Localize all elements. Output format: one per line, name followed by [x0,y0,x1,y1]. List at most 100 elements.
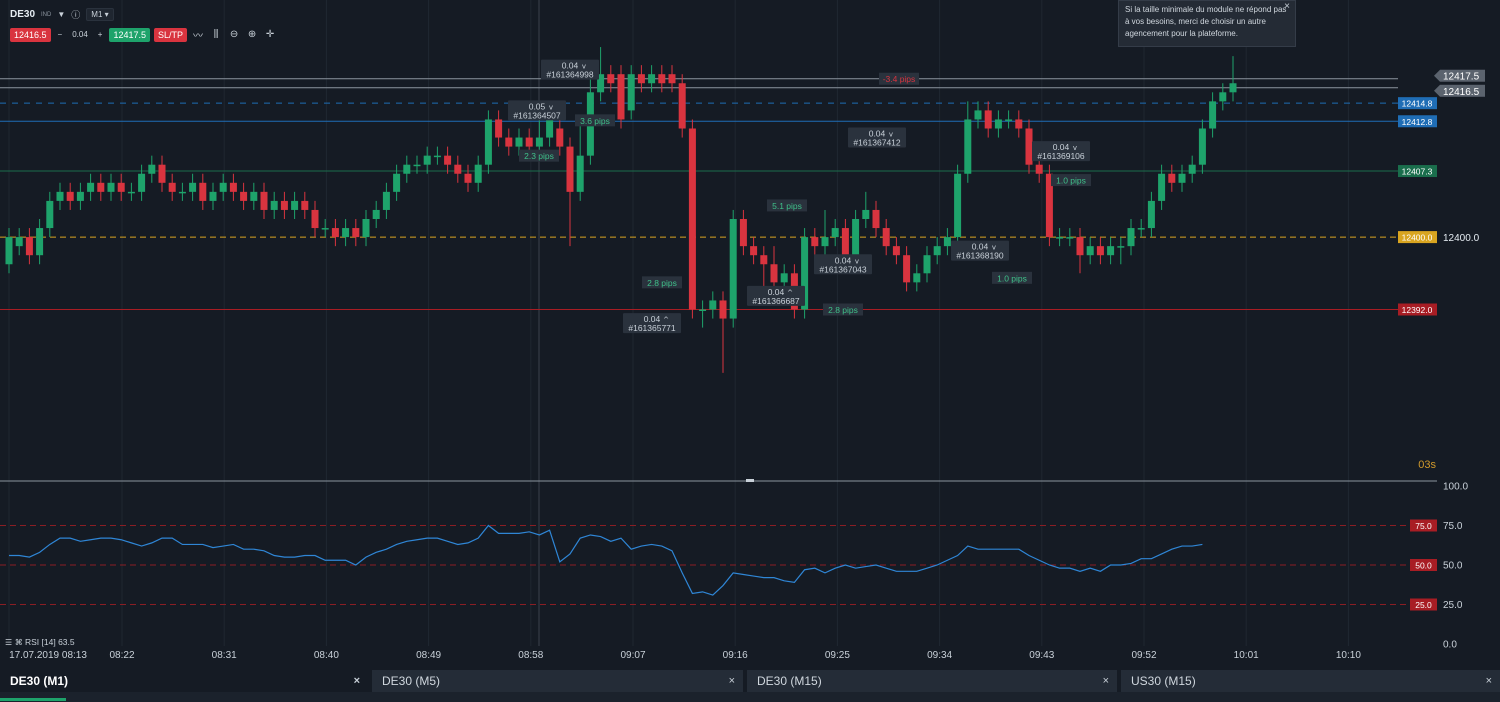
candle-body [240,191,248,201]
candle-body [699,309,707,311]
candle-body [719,300,727,319]
zoom-in-icon[interactable]: ⊕ [247,29,257,40]
close-icon[interactable]: × [1284,1,1290,12]
candle-body [127,191,135,194]
candle-body [250,191,258,201]
candle-body [627,74,635,111]
order-id: #161365771 [628,323,676,333]
sell-price-button[interactable]: 12416.5 [10,27,51,42]
candle-body [709,300,717,310]
x-tick-label: 17.07.2019 08:13 [9,650,87,661]
rsi-level-label-bg [1410,598,1437,611]
chevron-up-icon: ^ [663,316,669,324]
candle-body [1229,83,1237,93]
tab-de30-m5[interactable]: DE30 (M5) × [372,670,747,692]
candle-body [433,155,441,158]
x-tick-label: 09:07 [620,650,645,661]
candle-body [199,182,207,201]
candle-body [66,191,74,201]
crosshair-icon[interactable]: ✛ [265,29,275,40]
close-icon[interactable]: × [728,675,735,687]
candle-body [321,228,329,230]
candle-body [403,164,411,174]
info-icon[interactable]: ⓘ [71,10,81,20]
candle-body [933,246,941,256]
candle-body [25,237,33,256]
zoom-out-icon[interactable]: ⊖ [229,29,239,40]
candle-body [566,146,574,192]
price-axis-label: 12400.0 [1443,233,1480,244]
x-tick-label: 08:40 [314,650,339,661]
buy-price-button[interactable]: 12417.5 [109,27,151,42]
price-label-bg [1440,69,1485,82]
candle-body [943,237,951,247]
candle-body [117,182,125,192]
qty-input[interactable]: 0.04 [72,30,88,39]
candle-body [444,155,452,165]
candle-body [729,219,737,319]
candle-body [138,173,146,192]
rsi-line [9,524,1203,596]
candle-body [280,200,288,210]
order-label-bg [848,127,906,148]
candle-body [750,246,758,256]
tab-de30-m1[interactable]: DE30 (M1) × [0,670,372,692]
candle-body [189,182,197,192]
candle-body [597,74,605,93]
x-tick-label: 09:16 [723,650,748,661]
candles-icon[interactable]: ⫼ [213,29,219,40]
price-chart[interactable]: 17.07.2019 08:13 08:22 08:31 08:40 08:49 08:5… [0,0,1500,670]
close-icon[interactable]: × [353,675,360,687]
order-volume: 0.04 [768,287,785,297]
line-chart-icon[interactable]: 〰 [193,31,204,42]
pips-label-bg [767,199,807,212]
timeframe-select[interactable]: M1 ▾ [86,8,114,21]
tab-us30-m15[interactable]: US30 (M15) × [1121,670,1500,692]
increase-qty-button[interactable]: + [97,30,103,39]
pips-label: 3.6 pips [580,116,610,126]
candle-body [1025,128,1033,165]
order-label-bg [747,285,805,306]
decrease-qty-button[interactable]: − [57,30,63,39]
candle-body [76,191,84,201]
candle-body [1035,164,1043,174]
chevron-down-icon[interactable]: ▼ [57,10,66,19]
x-tick-label: 10:01 [1234,650,1259,661]
symbol-label[interactable]: DE30 [10,9,36,20]
pips-label-bg [642,276,682,289]
candle-body [331,228,339,238]
candle-body [270,200,278,210]
rsi-level-label-bg [1410,559,1437,571]
pips-label: 1.0 pips [1056,176,1086,186]
candle-body [178,191,186,194]
x-tick-label: 08:31 [212,650,237,661]
notification-text: Si la taille minimale du module ne répon… [1125,5,1287,38]
sltp-button[interactable]: SL/TP [154,27,188,42]
chevron-down-icon: v [992,244,996,252]
price-label-bg [1398,97,1437,110]
candle-body [1056,237,1064,239]
candle-body [688,128,696,310]
candle-body [423,155,431,165]
candle-body [1107,246,1115,256]
chevron-down-icon: v [889,131,893,139]
candle-body [801,237,809,310]
price-label-bg [1440,84,1485,97]
candle-body [903,255,911,283]
rsi-axis-label: 100.0 [1443,482,1468,493]
candle-body [15,237,23,247]
candle-body [158,164,166,183]
candle-body [1168,173,1176,183]
tab-de30-m15[interactable]: DE30 (M15) × [747,670,1121,692]
chevron-down-icon: v [1073,144,1077,152]
price-label: 12414.8 [1402,99,1433,109]
candle-body [576,155,584,192]
candle-body [1137,228,1145,230]
close-icon[interactable]: × [1102,675,1109,687]
rsi-axis-label: 0.0 [1443,640,1457,651]
price-label-bg [1398,303,1437,316]
candle-body [780,273,788,283]
order-id: #161364507 [513,110,561,120]
close-icon[interactable]: × [1485,675,1492,687]
pips-label: 2.8 pips [828,305,858,315]
